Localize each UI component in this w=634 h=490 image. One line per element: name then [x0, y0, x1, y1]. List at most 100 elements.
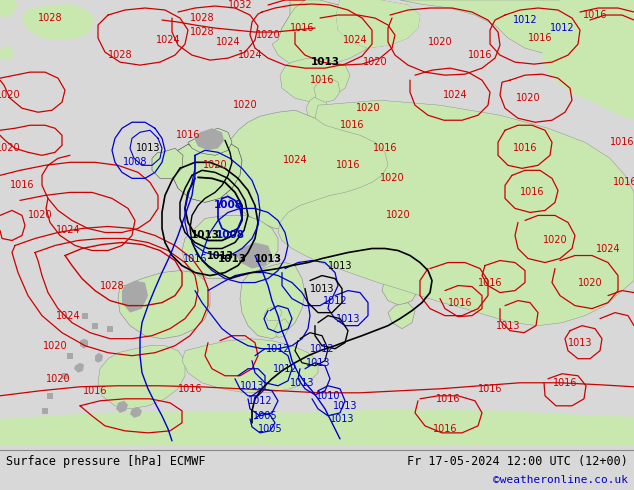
Text: 1020: 1020 [233, 100, 257, 110]
Text: 1016: 1016 [478, 277, 502, 288]
Text: 1020: 1020 [203, 160, 228, 171]
Text: 1016: 1016 [10, 180, 34, 191]
Text: 1016: 1016 [176, 130, 200, 140]
Text: 1016: 1016 [610, 137, 634, 147]
Text: 1024: 1024 [156, 35, 180, 45]
Polygon shape [382, 275, 418, 306]
Polygon shape [272, 0, 372, 68]
Polygon shape [400, 0, 634, 65]
Text: 1005: 1005 [257, 424, 282, 434]
Text: 1032: 1032 [228, 0, 252, 10]
Polygon shape [107, 326, 113, 332]
Text: 1020: 1020 [28, 210, 53, 221]
Polygon shape [278, 0, 375, 62]
Text: 1012: 1012 [309, 343, 334, 354]
Text: 1016: 1016 [520, 187, 544, 197]
Text: 1013: 1013 [330, 414, 354, 424]
Text: 1016: 1016 [178, 384, 202, 394]
Polygon shape [152, 148, 183, 178]
Text: 1028: 1028 [190, 13, 214, 23]
Polygon shape [264, 306, 282, 320]
Text: Fr 17-05-2024 12:00 UTC (12+00): Fr 17-05-2024 12:00 UTC (12+00) [407, 455, 628, 468]
Text: 1012: 1012 [248, 396, 273, 406]
Text: 1016: 1016 [612, 177, 634, 187]
Polygon shape [0, 413, 634, 446]
Polygon shape [98, 346, 185, 409]
Polygon shape [240, 263, 305, 339]
Polygon shape [380, 232, 440, 278]
Polygon shape [194, 128, 224, 150]
Polygon shape [182, 216, 278, 278]
Text: 1013: 1013 [190, 230, 219, 241]
Text: 1024: 1024 [283, 155, 307, 165]
Text: 1020: 1020 [256, 30, 280, 40]
Text: 1020: 1020 [380, 173, 404, 183]
Text: 1016: 1016 [290, 23, 314, 33]
Polygon shape [0, 409, 634, 446]
Polygon shape [130, 407, 142, 418]
Text: 1013: 1013 [290, 378, 314, 388]
Text: 1016: 1016 [478, 384, 502, 394]
Polygon shape [452, 236, 568, 293]
Polygon shape [47, 393, 53, 399]
Text: 1013: 1013 [496, 320, 521, 331]
Polygon shape [116, 401, 128, 413]
Text: 1013: 1013 [306, 358, 330, 368]
Text: ©weatheronline.co.uk: ©weatheronline.co.uk [493, 475, 628, 485]
Text: 1016: 1016 [448, 297, 472, 308]
Text: 1016: 1016 [513, 143, 537, 153]
Text: 1028: 1028 [190, 27, 214, 37]
Text: 1024: 1024 [238, 50, 262, 60]
Text: 1012: 1012 [323, 295, 347, 306]
Text: 1020: 1020 [543, 236, 567, 245]
Polygon shape [172, 140, 242, 202]
Text: 1020: 1020 [356, 103, 380, 113]
Text: 1020: 1020 [0, 143, 20, 153]
Polygon shape [22, 4, 95, 40]
Text: 1024: 1024 [443, 90, 467, 100]
Polygon shape [82, 313, 88, 318]
Text: 1020: 1020 [46, 374, 70, 384]
Text: 1012: 1012 [273, 364, 297, 374]
Text: 1016: 1016 [468, 50, 492, 60]
Polygon shape [336, 0, 420, 48]
Polygon shape [95, 353, 103, 363]
Polygon shape [314, 78, 340, 102]
Polygon shape [182, 339, 318, 393]
Polygon shape [188, 128, 232, 155]
Polygon shape [388, 303, 415, 329]
Text: 1013: 1013 [310, 284, 334, 294]
Text: 1005: 1005 [253, 411, 277, 421]
Polygon shape [74, 363, 84, 373]
Text: 1008: 1008 [123, 157, 147, 167]
Text: 1013: 1013 [136, 143, 160, 153]
Polygon shape [278, 100, 634, 326]
Text: 1020: 1020 [385, 210, 410, 221]
Text: 1020: 1020 [515, 93, 540, 103]
Polygon shape [80, 339, 88, 349]
Text: 1016: 1016 [373, 143, 398, 153]
Polygon shape [92, 322, 98, 329]
Polygon shape [0, 45, 14, 60]
Polygon shape [272, 346, 298, 366]
Text: 1020: 1020 [428, 37, 452, 47]
Text: 1013: 1013 [311, 57, 339, 67]
Polygon shape [278, 0, 375, 62]
Text: 1016: 1016 [553, 378, 577, 388]
Polygon shape [67, 353, 73, 359]
Text: 1016: 1016 [527, 33, 552, 43]
Text: 1016: 1016 [436, 394, 460, 404]
Text: 1012: 1012 [550, 23, 574, 33]
Text: 1012: 1012 [266, 343, 290, 354]
Text: 1020: 1020 [363, 57, 387, 67]
Polygon shape [400, 0, 634, 65]
Text: 1013: 1013 [254, 253, 281, 264]
Polygon shape [222, 105, 512, 230]
Text: 1013: 1013 [328, 261, 353, 270]
Text: 1024: 1024 [56, 311, 81, 320]
Text: 1013: 1013 [336, 314, 360, 323]
Text: 1016: 1016 [310, 75, 334, 85]
Polygon shape [336, 0, 420, 48]
Text: 1020: 1020 [42, 341, 67, 351]
Text: 1013: 1013 [217, 253, 247, 264]
